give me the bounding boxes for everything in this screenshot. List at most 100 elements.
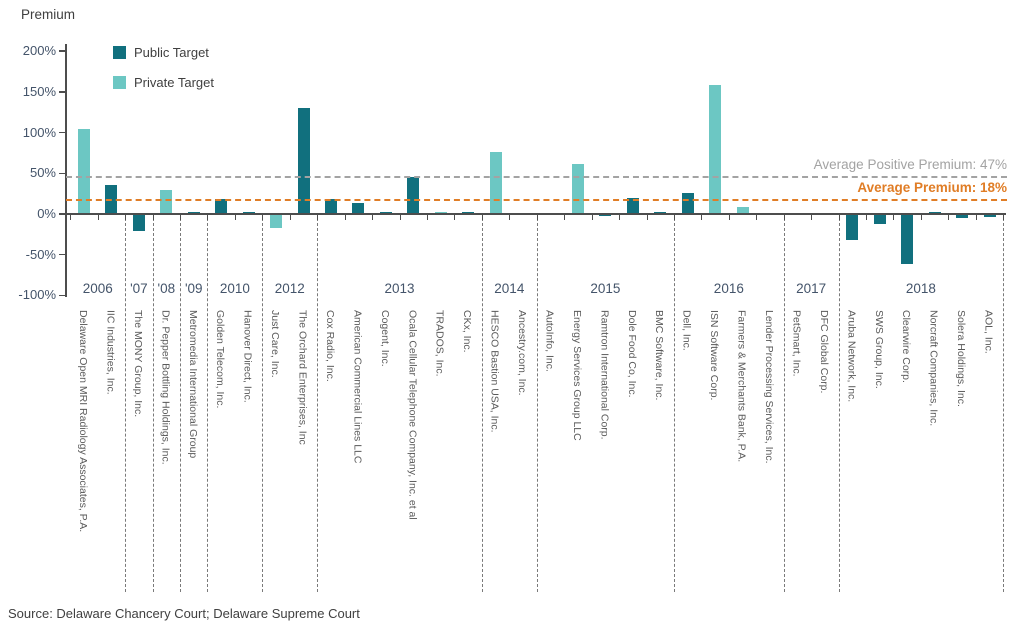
legend-item-private-target: Private Target [113,74,214,90]
company-label: The Orchard Enterprises, Inc [296,310,309,445]
bar-public-target [407,177,420,214]
x-axis-minor-tick [673,215,675,220]
x-axis-minor-tick [234,215,236,220]
y-axis-tick [59,213,66,215]
year-group-label: 2018 [905,281,936,296]
x-axis-minor-tick [399,215,401,220]
legend-label-public-target: Public Target [134,44,209,60]
x-axis-minor-tick [728,215,730,220]
year-group-label: 2015 [590,281,621,296]
bar-public-target [956,214,969,219]
year-group-label: 2006 [82,281,113,296]
company-label: TRADOS, Inc. [433,310,446,377]
company-label: Dr. Pepper Bottling Holdings, Inc. [159,310,172,465]
company-label: AOL, Inc. [982,310,995,354]
company-label: Hanover Direct, Inc. [241,310,254,403]
x-axis-minor-tick [838,215,840,220]
company-label: DFC Global Corp. [817,310,830,394]
legend-label-private-target: Private Target [134,74,214,90]
x-axis-minor-tick [262,215,264,220]
y-axis-tick [59,294,66,297]
x-axis-minor-tick [564,215,566,220]
year-group-label: 2013 [384,281,415,296]
x-axis-minor-tick [866,215,868,220]
legend-item-public-target: Public Target [113,44,214,60]
company-label: Clearwire Corp. [900,310,913,383]
bar-private-target [736,206,749,214]
company-label: Solera Holdings, Inc. [955,310,968,407]
y-axis-tick-label: -50% [25,246,56,262]
year-group-separator [317,218,319,592]
company-label: Lender Processing Services, Inc. [763,310,775,464]
year-group-separator [536,218,538,592]
company-label: CKx, Inc. [461,310,474,353]
company-label: American Commercial Lines LLC [351,310,364,464]
year-group-label: '07 [130,281,148,296]
company-label: Energy Services Group LLC [570,310,583,441]
company-label: PetSmart, Inc. [790,310,803,377]
year-group-label: '09 [184,281,203,296]
y-axis-tick-label: 200% [22,43,56,59]
bar-private-target [160,190,173,214]
reference-line [66,175,1007,178]
x-axis-minor-tick [811,215,813,220]
company-label: Farmers & Merchants Bank, P.A. [735,310,748,463]
bar-public-target [132,214,145,232]
source-note: Source: Delaware Chancery Court; Delawar… [8,606,360,621]
year-group-separator [152,218,154,592]
reference-line-label: Average Positive Premium: 47% [813,156,1007,172]
y-axis-tick-label: 0% [37,206,56,221]
bar-private-target [709,85,722,214]
company-label: Just Care, Inc. [269,310,282,378]
public-target-swatch-icon [113,45,126,59]
company-label: Dole Food Co, Inc. [625,310,638,398]
bar-public-target [215,198,228,214]
x-axis-minor-tick [454,215,456,220]
company-label: The MONY Group, Inc. [131,310,144,418]
year-group-separator [481,218,483,592]
bar-public-target [983,214,996,218]
x-axis-minor-tick [509,215,511,220]
company-label: AutoInfo, Inc. [543,310,556,372]
x-axis-minor-tick [317,215,319,220]
y-axis-tick [59,131,66,134]
x-axis-minor-tick [152,215,154,220]
year-group-label: 2016 [713,281,744,296]
chart-title: Premium [21,7,76,22]
bar-private-target [270,214,283,228]
year-group-label: 2010 [219,281,250,296]
reference-line [66,199,1007,202]
y-axis-line [65,44,67,297]
x-axis-minor-tick [619,215,621,220]
x-axis-minor-tick [70,215,72,220]
x-axis-minor-tick [427,215,428,220]
x-axis-minor-tick [97,215,99,220]
y-axis-tick-label: 100% [22,124,56,140]
year-group-separator [262,218,264,592]
x-axis-minor-tick [344,215,346,220]
company-label: ISN Software Corp. [708,310,721,401]
bar-public-target [105,184,118,214]
year-group-label: 2014 [494,281,525,296]
year-group-label: '08 [157,281,176,296]
bar-public-target [901,214,914,264]
year-group-separator [838,218,840,592]
year-group-separator [180,218,182,592]
x-axis-minor-tick [701,215,703,220]
legend: Public Target Private Target [113,44,214,104]
company-label: Metromedia International Group [186,310,199,459]
x-axis-minor-tick [591,215,593,220]
y-axis-tick [59,91,66,93]
x-axis-minor-tick [207,215,209,220]
y-axis-tick-label: -100% [18,287,56,303]
x-axis-line [65,213,1006,215]
company-label: Golden Telecom, Inc. [214,310,227,409]
y-axis-tick [59,50,66,52]
company-label: SWS Group, Inc. [872,310,885,389]
bar-public-target [324,199,337,214]
company-label: Cox Radio, Inc. [323,310,336,382]
x-axis-minor-tick [481,215,483,220]
y-axis-tick-label: 150% [22,83,56,99]
